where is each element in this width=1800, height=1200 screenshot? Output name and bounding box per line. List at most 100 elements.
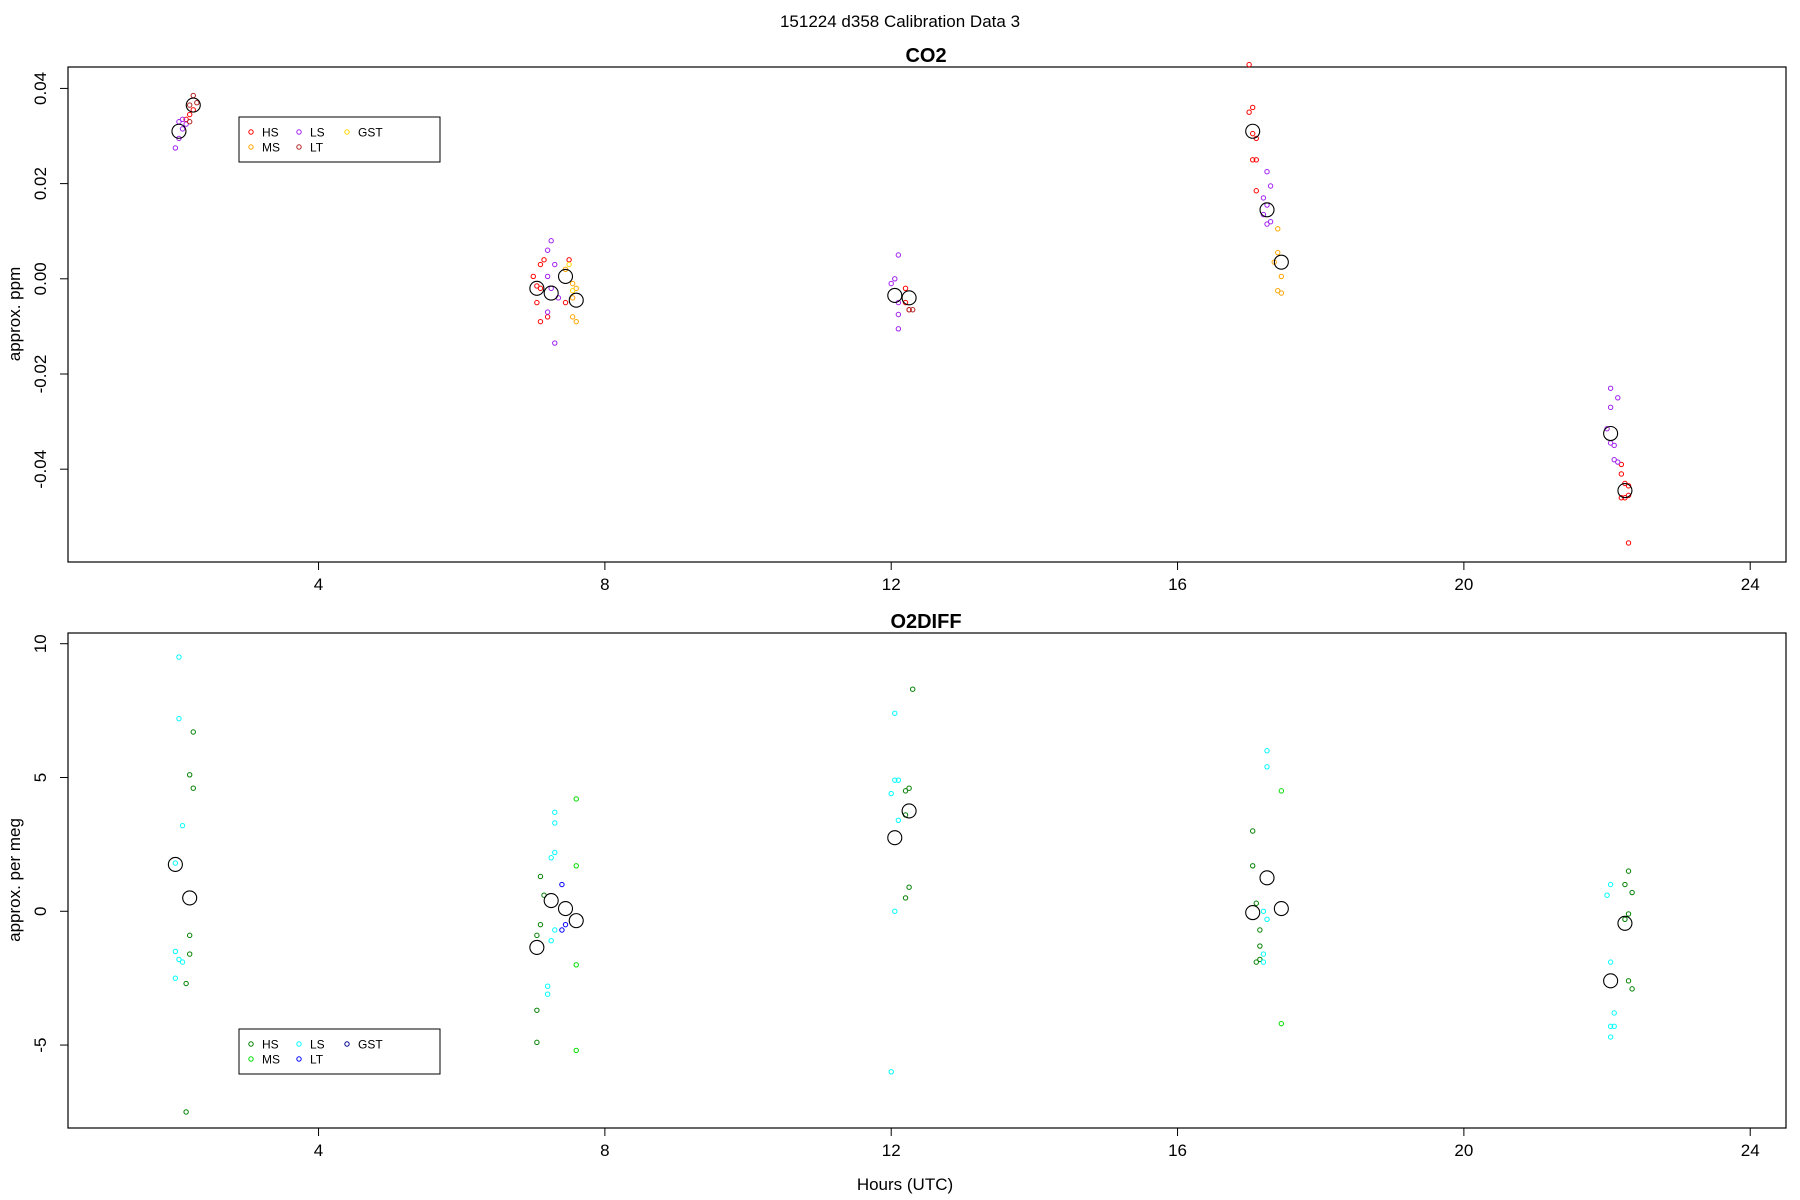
co2-y-tick-label: 0.04 [31,72,50,105]
o2diff-point-hs [534,1007,540,1013]
o2diff-point-hs [1625,911,1632,917]
co2-point-ms [1275,249,1281,256]
o2diff-point-ls [1264,748,1270,754]
co2-point-hs [186,111,193,118]
o2diff-point-hs [1625,978,1632,984]
co2-point-ls [895,326,902,332]
o2diff-point-ls [548,855,554,861]
o2diff-point-hs [1250,828,1256,834]
o2diff-point-mean [568,913,584,929]
o2diff-point-mean [557,901,574,917]
co2-point-mean [557,268,574,284]
co2-point-ms [573,318,579,325]
o2diff-point-mean [1617,915,1633,931]
co2-point-mean [568,292,584,308]
co2-y-tick-label: 0.02 [31,167,50,200]
o2diff-point-mean [1259,870,1275,886]
co2-legend-label-ls: LS [310,126,325,140]
co2-point-mean [1259,202,1275,218]
o2diff-point-ls [172,948,179,955]
co2-point-ls [544,247,551,253]
co2-legend-label-lt: LT [310,141,324,155]
o2diff-point-mean [1273,901,1289,917]
o2diff-point-ms [1278,788,1285,794]
o2diff-point-hs [183,980,189,987]
co2-point-mean [1617,483,1633,499]
o2diff-point-mean [1603,973,1619,989]
o2diff-point-hs [534,932,540,939]
co2-point-ls [179,116,186,123]
o2diff-legend-marker-hs [248,1041,254,1047]
o2diff-point-mean [1245,905,1261,921]
o2diff-point-ls [544,991,551,997]
co2-point-ls [1260,195,1267,201]
o2diff-point-ms [573,863,579,869]
co2-x-tick-label: 24 [1741,575,1760,594]
co2-point-lt [190,92,196,99]
co2-point-ls [183,121,189,127]
o2diff-point-ls [1260,908,1267,914]
o2diff-point-ls [1260,951,1267,957]
o2diff-y-tick-label: 0 [31,907,50,916]
co2-x-tick-label: 8 [600,575,609,594]
o2diff-point-ls [1611,1010,1617,1016]
co2-point-ls [552,340,558,346]
co2-point-ls [1611,442,1617,449]
co2-legend-marker-ls [296,129,302,135]
o2diff-point-ls [552,820,558,826]
o2diff-point-hs [1625,868,1632,874]
o2diff-point-ls [895,817,902,823]
o2diff-point-mean [887,830,903,846]
co2-point-hs [1253,157,1259,163]
o2diff-point-ls [1260,959,1267,965]
o2diff-legend-label-ms: MS [262,1053,280,1067]
o2diff-point-mean [529,939,545,955]
o2diff-point-ls [892,908,898,914]
o2diff-title: O2DIFF [890,611,961,633]
co2-x-tick-label: 16 [1168,575,1187,594]
co2-point-ms [569,295,576,301]
co2-title: CO2 [905,45,946,67]
co2-point-mean [171,123,187,139]
o2diff-point-ls [892,710,898,716]
o2diff-legend-marker-lt [296,1056,302,1062]
o2diff-x-tick-label: 8 [600,1141,609,1160]
o2diff-point-ls [172,860,179,866]
o2diff-point-lt [559,881,565,888]
co2-point-hs [566,257,572,263]
co2-point-ms [573,285,579,292]
co2-point-lt [906,307,912,313]
x-axis-label: Hours (UTC) [857,1175,953,1194]
co2-point-hs [1246,61,1252,68]
co2-point-ls [548,238,554,244]
co2-legend-box [238,116,441,163]
o2diff-x-tick-label: 24 [1741,1141,1760,1160]
co2-point-mean [185,97,201,113]
co2-x-tick-label: 4 [314,575,323,594]
o2diff-point-ms [573,1047,579,1054]
o2diff-legend-label-hs: HS [262,1038,279,1052]
o2diff-point-hs [1257,927,1263,933]
co2-point-ls [172,145,179,151]
co2-y-tick-label: -0.02 [31,355,50,394]
co2-point-hs [1250,104,1256,111]
co2-point-mean [1273,254,1289,270]
co2-point-ls [544,309,551,315]
o2diff-y-tick-label: -5 [31,1037,50,1052]
o2diff-point-ls [544,983,551,989]
co2-point-hs [1250,157,1256,163]
o2diff-point-hs [906,785,912,791]
co2-marks: 4 8 12 16 20 24 0.04 0.02 0.00 -0.02 -0.04 [31,61,1760,594]
o2diff-point-ls [888,790,894,797]
co2-point-mean [543,285,559,301]
co2-point-hs [1246,109,1252,115]
o2diff-point-ls [552,927,558,933]
o2diff-point-hs [537,873,544,880]
o2diff-point-mean [901,803,917,819]
o2diff-point-ls [176,715,182,722]
co2-point-mean [901,290,917,306]
co2-x-tick-label: 12 [882,575,901,594]
co2-point-hs [530,273,536,280]
o2diff-point-mean [543,893,559,909]
